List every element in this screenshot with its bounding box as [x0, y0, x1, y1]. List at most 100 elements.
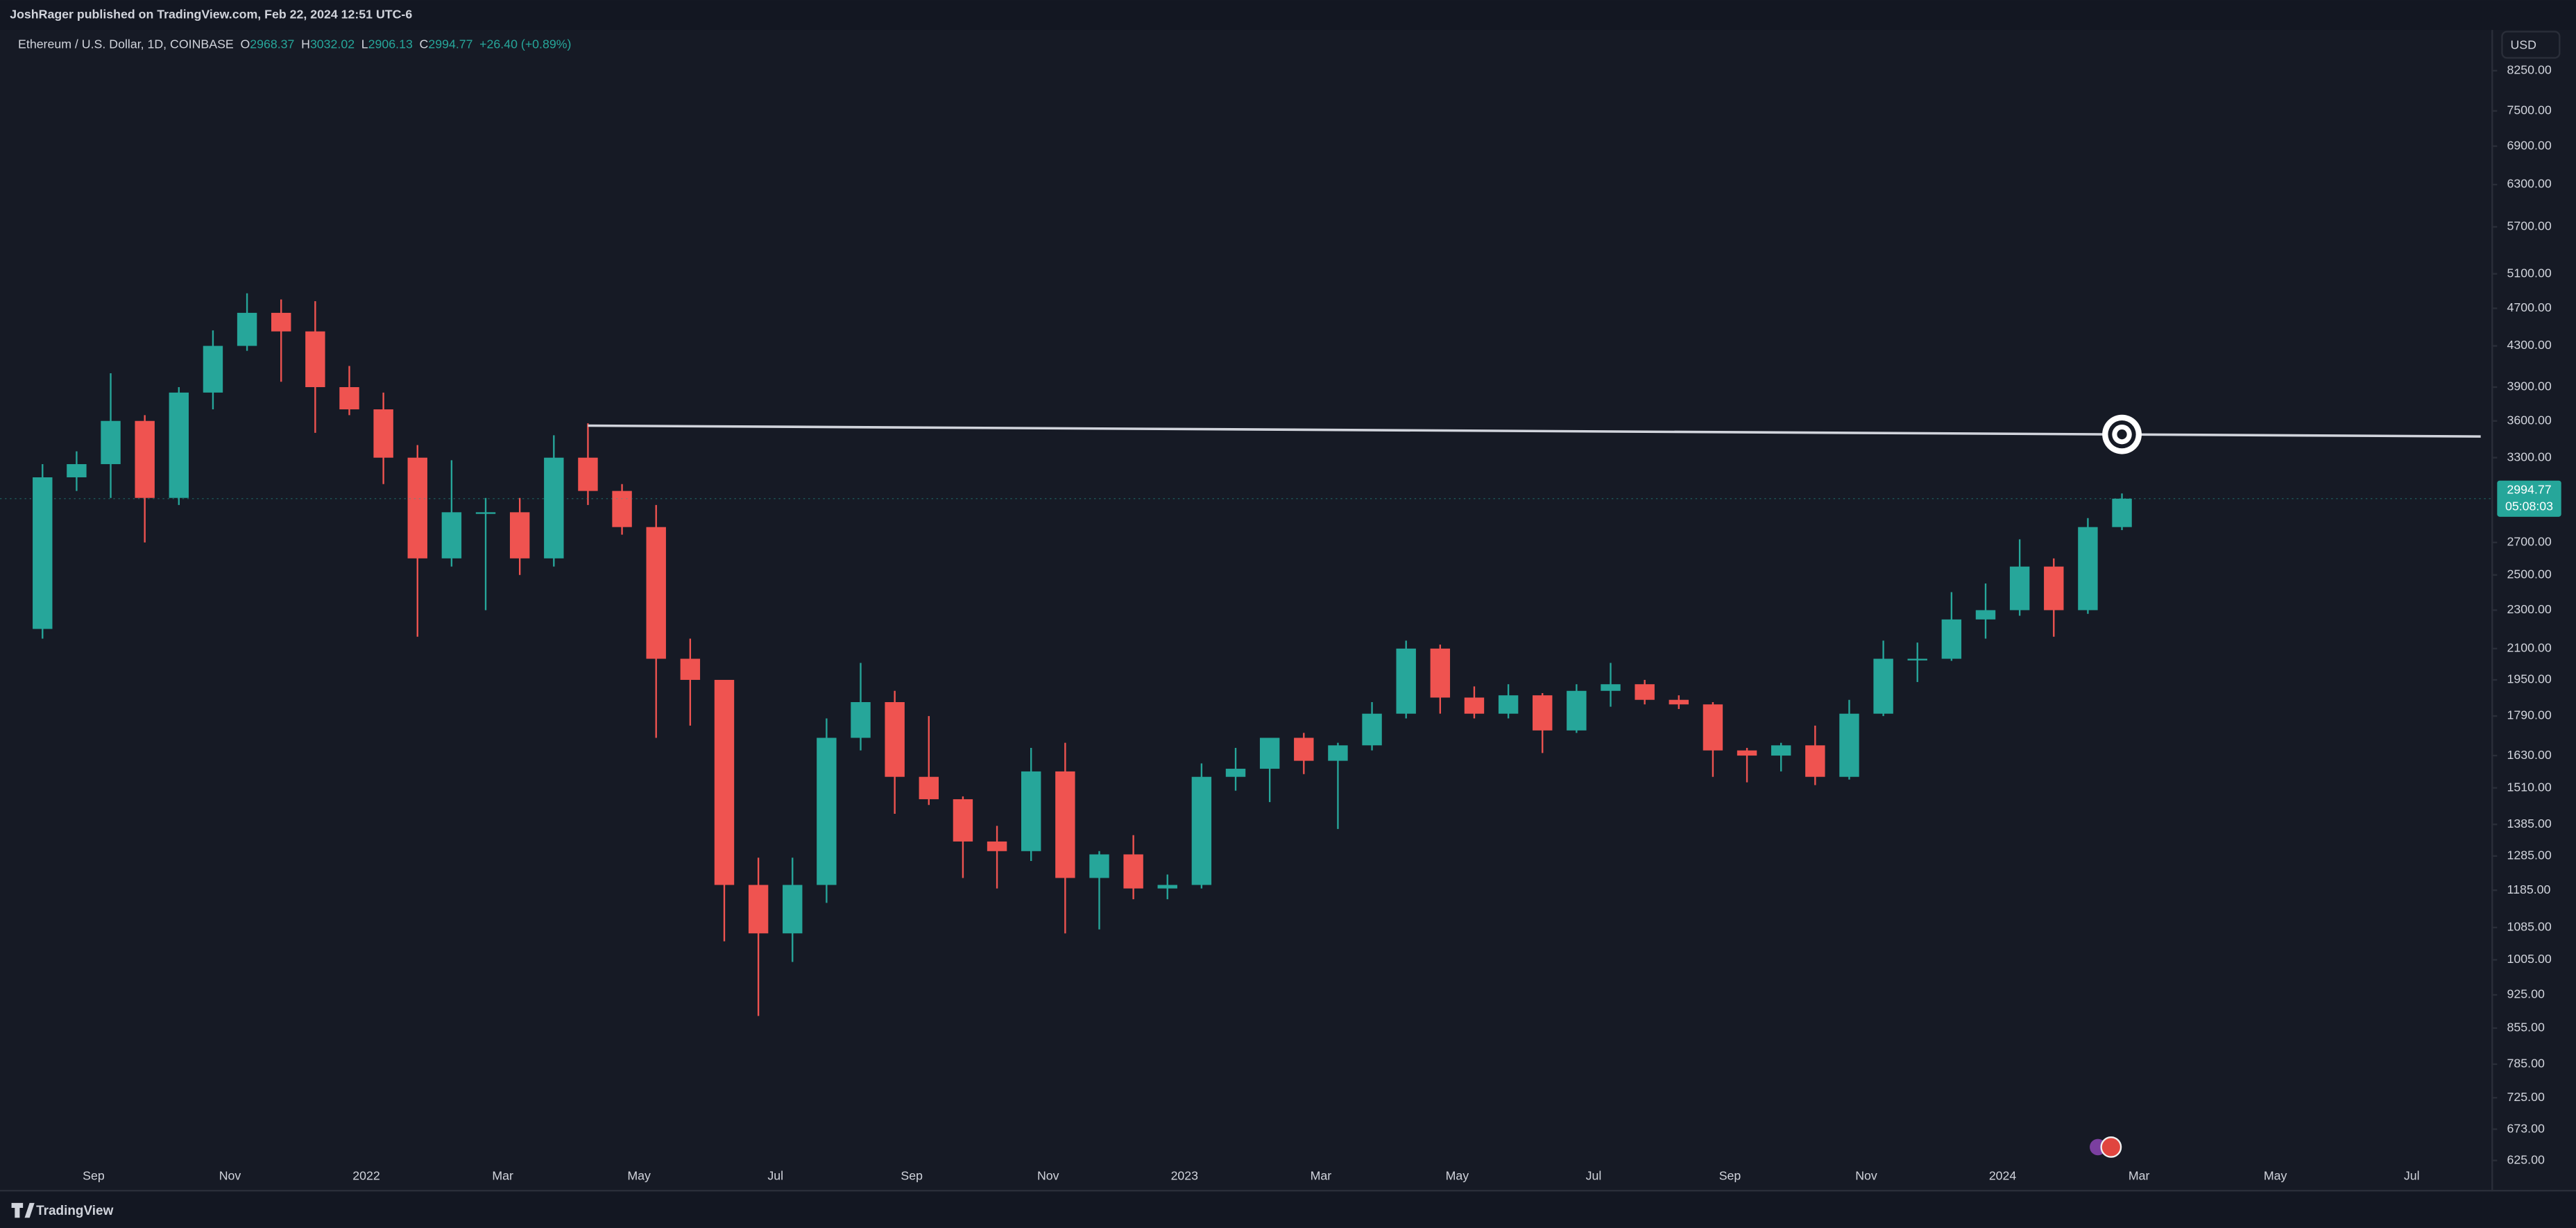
candle-body: [169, 392, 189, 498]
y-tick-label: 1005.00: [2507, 952, 2552, 966]
candle-body: [1464, 697, 1485, 714]
y-tick-label: 8250.00: [2507, 63, 2552, 77]
flag-icon: [2090, 1136, 2122, 1158]
y-tick-label: 625.00: [2507, 1152, 2545, 1166]
candle-body: [1157, 885, 1177, 889]
y-tick-label: 1285.00: [2507, 848, 2552, 862]
candle: [1157, 874, 1177, 900]
candle: [101, 373, 121, 498]
candle-body: [1635, 684, 1655, 700]
candle-body: [1259, 737, 1280, 769]
y-tick-label: 1185.00: [2507, 882, 2551, 896]
candle-body: [2078, 527, 2098, 611]
y-tick-label: 673.00: [2507, 1121, 2545, 1135]
candle-body: [1294, 737, 1314, 761]
x-tick-label: Jul: [2404, 1169, 2420, 1183]
candle: [169, 386, 189, 505]
candle: [646, 504, 666, 738]
candle: [1873, 640, 1893, 717]
candle-body: [1771, 745, 1791, 756]
candle-body: [509, 512, 530, 558]
publisher-note: JoshRager published on TradingView.com, …: [10, 8, 412, 22]
candle-body: [1567, 690, 1587, 731]
x-tick-label: 2022: [352, 1169, 380, 1183]
x-tick-label: Nov: [1855, 1169, 1877, 1183]
candle-body: [1225, 769, 1246, 777]
last-price-label: 2994.77: [2507, 483, 2551, 497]
candle-body: [1839, 713, 1859, 777]
top-bar: [0, 0, 2576, 31]
candle: [1123, 835, 1143, 900]
candle-body: [101, 420, 121, 464]
candle-body: [646, 527, 666, 659]
candle-body: [305, 331, 325, 387]
candle: [67, 451, 87, 491]
y-tick-label: 2300.00: [2507, 602, 2552, 616]
candle-body: [748, 885, 769, 934]
y-tick-label: 855.00: [2507, 1021, 2545, 1034]
candle: [33, 463, 53, 639]
candle-body: [203, 346, 223, 393]
candle: [339, 366, 359, 416]
countdown-label: 05:08:03: [2505, 499, 2553, 513]
candle-body: [1737, 750, 1757, 756]
y-tick-label: 6300.00: [2507, 177, 2552, 191]
target-handle: [2117, 429, 2127, 440]
candle: [1533, 692, 1553, 753]
candle: [1055, 742, 1075, 934]
candle: [1396, 640, 1416, 719]
x-tick-label: Sep: [901, 1169, 923, 1183]
candle-body: [578, 457, 598, 491]
candle: [1225, 747, 1246, 791]
x-tick-label: May: [627, 1169, 651, 1183]
ohlc-value: 2968.37: [250, 37, 294, 51]
candle-body: [2009, 566, 2030, 611]
x-tick-label: May: [1446, 1169, 1469, 1183]
currency-label[interactable]: USD: [2510, 37, 2536, 51]
candle: [1635, 679, 1655, 705]
candle: [851, 663, 871, 751]
candle: [1941, 592, 1962, 661]
candle-body: [817, 737, 837, 885]
candle-body: [1601, 684, 1621, 691]
candle: [578, 423, 598, 505]
candle: [544, 435, 564, 567]
currency-button[interactable]: [2501, 31, 2561, 59]
y-tick-label: 2500.00: [2507, 567, 2552, 581]
candle-body: [1021, 771, 1041, 851]
y-tick-label: 1630.00: [2507, 748, 2552, 762]
candle: [1601, 663, 1621, 707]
candle: [987, 826, 1007, 889]
x-tick-label: Mar: [1311, 1169, 1332, 1183]
plot-area: [0, 293, 2493, 1016]
candle-body: [2112, 498, 2132, 527]
candle: [373, 392, 393, 484]
candle-body: [1328, 745, 1348, 761]
candle: [1567, 684, 1587, 733]
candle-body: [987, 841, 1007, 851]
candle-body: [919, 776, 939, 799]
x-tick-label: Jul: [1586, 1169, 1602, 1183]
y-tick-label: 4700.00: [2507, 300, 2552, 314]
candle-body: [1191, 776, 1212, 885]
y-tick-label: 5700.00: [2507, 219, 2552, 233]
candle-body: [271, 312, 291, 332]
candle-body: [1089, 854, 1109, 878]
candle: [475, 497, 496, 611]
candle: [203, 330, 223, 410]
y-tick-label: 3300.00: [2507, 450, 2552, 463]
y-tick-label: 6900.00: [2507, 138, 2552, 152]
candle: [953, 796, 973, 878]
y-tick-label: 3900.00: [2507, 380, 2552, 393]
candle-body: [1805, 745, 1825, 777]
candle-body: [373, 409, 393, 458]
ohlc-value: 2906.13: [368, 37, 413, 51]
candle: [1805, 725, 1825, 785]
candle-body: [441, 512, 462, 558]
ohlc-key: O: [240, 37, 250, 51]
icon: [2100, 1136, 2122, 1158]
y-tick-label: 4300.00: [2507, 338, 2552, 352]
candle-body: [67, 463, 87, 478]
change-percent: (+0.89%): [521, 37, 572, 51]
candle-body: [33, 477, 53, 629]
